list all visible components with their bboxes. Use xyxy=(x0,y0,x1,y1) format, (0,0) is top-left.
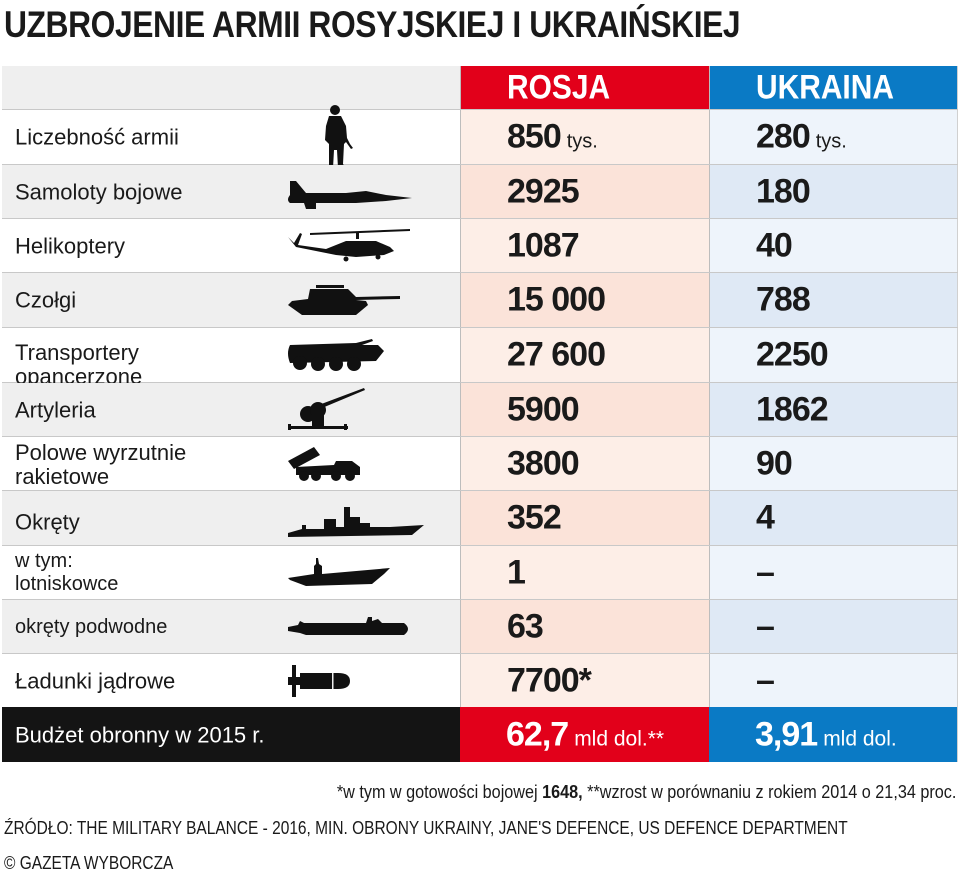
row-label: okręty podwodne xyxy=(15,615,168,638)
ukraine-value: – xyxy=(756,607,775,645)
header-ukraine-label: UKRAINA xyxy=(756,68,894,106)
russia-value: 15 000 xyxy=(507,280,606,319)
ukraine-value: – xyxy=(756,661,775,699)
warship-icon xyxy=(288,507,424,538)
nuclear-bomb-icon xyxy=(288,664,350,697)
submarine-icon xyxy=(288,616,408,635)
ukraine-value: 4 xyxy=(756,498,775,537)
ukraine-value: 180 xyxy=(756,172,811,210)
russia-value: 7700* xyxy=(507,661,592,699)
ukraine-value: 280 tys. xyxy=(756,117,847,156)
ukraine-value: 2250 xyxy=(756,335,829,374)
row-label: Polowe wyrzutnie xyxy=(15,440,187,465)
budget-label: Budżet obronny w 2015 r. xyxy=(15,722,265,747)
row-label: w tym: xyxy=(15,550,73,572)
copyright: © GAZETA WYBORCZA xyxy=(4,853,174,873)
russia-value: 5900 xyxy=(507,390,580,428)
ukraine-value: 788 xyxy=(756,280,811,319)
row-label-line2: opancerzone xyxy=(15,364,143,389)
ukraine-value: – xyxy=(756,553,775,591)
header-empty-cell xyxy=(2,66,460,109)
row-label: Ładunki jądrowe xyxy=(15,668,176,693)
table-row: Helikoptery 1087 40 xyxy=(2,219,958,273)
source-note: ŹRÓDŁO: THE MILITARY BALANCE - 2016, MIN… xyxy=(4,818,848,838)
table-row: Okręty 352 4 xyxy=(2,491,958,546)
row-label: Samoloty bojowe xyxy=(15,179,183,204)
apc-icon xyxy=(288,339,384,371)
row-label: Artyleria xyxy=(15,397,96,422)
ukraine-value: 90 xyxy=(756,444,793,482)
table-row: Transportery opancerzone 27 600 2250 xyxy=(2,328,958,388)
aircraft-carrier-icon xyxy=(288,557,390,586)
tank-icon xyxy=(288,285,400,315)
russia-value: 2925 xyxy=(507,172,580,210)
russia-value: 3800 xyxy=(507,444,580,482)
row-label: Helikoptery xyxy=(15,233,126,258)
russia-value: 1087 xyxy=(507,226,580,264)
row-label-line2: rakietowe xyxy=(15,464,110,489)
row-label: Liczebność armii xyxy=(15,124,179,150)
row-label-line2: lotniskowce xyxy=(15,573,119,595)
footnote: *w tym w gotowości bojowej 1648, **wzros… xyxy=(336,782,956,802)
table-row: okręty podwodne 63 – xyxy=(2,600,958,654)
budget-ukraine: 3,91 mld dol. xyxy=(755,715,897,753)
russia-value: 63 xyxy=(507,607,544,645)
table-row: Ładunki jądrowe 7700* – xyxy=(2,654,958,707)
header-russia: ROSJA xyxy=(460,66,709,109)
row-label: Transportery xyxy=(15,340,139,365)
table-row: Czołgi 15 000 788 xyxy=(2,273,958,328)
header-ukraine: UKRAINA xyxy=(709,66,958,109)
table-row: w tym: lotniskowce 1 – xyxy=(2,546,958,600)
budget-row: Budżet obronny w 2015 r. 62,7 mld dol.** … xyxy=(2,707,958,762)
table-row: Artyleria 5900 1862 xyxy=(2,383,958,437)
ukraine-value: 40 xyxy=(756,226,793,264)
page-title: UZBROJENIE ARMII ROSYJSKIEJ I UKRAIŃSKIE… xyxy=(4,4,741,45)
helicopter-icon xyxy=(288,228,410,261)
russia-value: 850 tys. xyxy=(507,117,598,156)
row-label: Okręty xyxy=(15,509,80,535)
ukraine-value: 1862 xyxy=(756,390,829,428)
row-label: Czołgi xyxy=(15,287,77,313)
budget-russia: 62,7 mld dol.** xyxy=(506,715,665,753)
table-header: ROSJA UKRAINA xyxy=(2,66,958,110)
soldier-icon xyxy=(325,105,353,168)
artillery-icon xyxy=(288,387,365,430)
header-russia-label: ROSJA xyxy=(507,68,611,106)
fighter-jet-icon xyxy=(288,180,412,209)
russia-value: 1 xyxy=(507,553,526,591)
russia-value: 27 600 xyxy=(507,335,606,374)
table-row: Samoloty bojowe 2925 180 xyxy=(2,165,958,219)
table-row: Polowe wyrzutnie rakietowe 3800 90 xyxy=(2,437,958,491)
russia-value: 352 xyxy=(507,498,562,537)
rocket-launcher-icon xyxy=(288,446,360,481)
table-row: Liczebność armii 850 tys. 280 tys. xyxy=(2,105,958,168)
